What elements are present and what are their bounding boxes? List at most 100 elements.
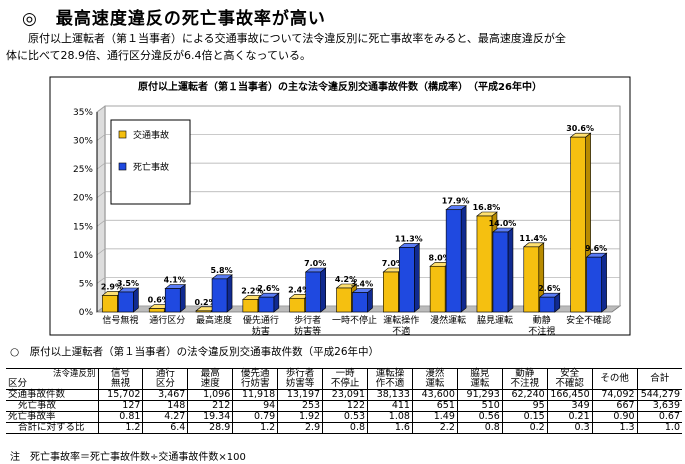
x-category-label: 妨害 [252, 325, 270, 337]
data-label: 4.1% [164, 276, 186, 285]
column-header-line: 合計 [650, 373, 670, 384]
chart-side-wall [96, 105, 106, 313]
y-tick-label: 0% [79, 308, 94, 318]
table-cell: 212 [187, 400, 233, 412]
y-tick-label: 30% [73, 137, 93, 147]
bar-死亡事故 [492, 231, 509, 313]
column-header-line: 優先通 [240, 368, 270, 379]
table-cell: 1.2 [97, 422, 143, 434]
column-header-line: 行妨害 [240, 378, 270, 389]
data-label: 17.9% [442, 197, 470, 206]
table-cell: 0.2 [501, 422, 548, 434]
bar-死亡事故 [118, 291, 134, 313]
bar-side [226, 274, 233, 313]
legend-swatch [118, 130, 127, 139]
data-label: 3.4% [351, 280, 373, 289]
data-label: 11.4% [519, 234, 547, 243]
gridline [96, 134, 620, 141]
table-header-row: 法令違反別 区分 信号 無視 通行 区分 最高 速度 優先通 行妨害 歩行者 妨害等 一時 不停止 運転… [6, 368, 682, 390]
y-tick-label: 15% [73, 222, 93, 232]
x-category-label: 脇見運転 [477, 315, 513, 326]
data-label: 2.6% [538, 284, 560, 293]
data-label: 4.2% [335, 275, 357, 284]
bar-交通事故 [336, 287, 352, 313]
table-cell: 667 [591, 400, 638, 412]
bar-死亡事故 [445, 209, 462, 313]
table-cell: 74,092 [591, 389, 638, 401]
table-cell: 1.2 [232, 422, 278, 434]
table-cell: 95 [501, 400, 548, 412]
table-row: 交通事故件数 15,702 3,467 1,096 11,918 13,197 23,091… [6, 389, 682, 401]
table-cell: 23,091 [322, 389, 368, 401]
table-cell: 510 [456, 400, 503, 412]
data-label: 8.0% [429, 253, 451, 262]
table-cell: 28.9 [187, 422, 233, 434]
data-label: 7.0% [304, 259, 326, 268]
table-cell: 0.90 [591, 411, 638, 423]
data-label: 7.0% [382, 259, 404, 268]
data-label: 14.0% [489, 219, 517, 228]
table-cell: 411 [367, 400, 413, 412]
column-header-line: 安全 [560, 368, 580, 379]
column-header-line: 作不適 [375, 378, 405, 389]
table-cell: 0.67 [636, 411, 682, 423]
x-category-label: 優先通行 [243, 314, 279, 326]
table-cell: 0.79 [232, 411, 278, 423]
table-row: 合計に対する比 1.2 6.4 28.9 1.2 2.9 0.8 1.6 2.2 0.8 0.2 0.… [6, 422, 682, 434]
data-label: 3.5% [117, 279, 139, 288]
table-cell: 0.21 [546, 411, 593, 423]
column-header: 信号 無視 [97, 368, 143, 390]
column-header: 歩行者 妨害等 [277, 368, 323, 390]
x-category-label: 動静 [533, 314, 551, 326]
table-cell: 11,918 [232, 389, 278, 401]
column-header-line: 最高 [200, 368, 220, 379]
bar-side [414, 242, 420, 313]
table-cell: 349 [546, 400, 593, 412]
x-category-label: 漫然運転 [430, 314, 466, 326]
data-label: 16.8% [473, 203, 501, 212]
x-category-label: 通行区分 [149, 314, 185, 326]
table-caption: ○ 原付以上運転者（第１当事者）の法令違反別交通事故件数（平成26年中） [10, 346, 380, 358]
column-header-line: 運転操 [375, 368, 405, 379]
table-cell: 253 [277, 400, 323, 412]
column-header: 脇見 運転 [456, 368, 503, 390]
column-header-line: 区分 [155, 378, 175, 389]
table-cell: 651 [411, 400, 458, 412]
bar-交通事故 [476, 215, 493, 313]
table-row: 死亡事故率 0.81 4.27 19.34 0.79 1.92 0.53 1.08 1.49 0.… [6, 411, 682, 423]
table-cell: 1.49 [411, 411, 458, 423]
bar-死亡事故 [399, 247, 415, 313]
table-cell: 0.8 [456, 422, 503, 434]
x-category-label: 不注視 [528, 325, 555, 337]
bar-死亡事故 [258, 296, 275, 313]
table-cell: 3,639 [636, 400, 682, 412]
x-category-label: 妨害等 [294, 325, 321, 337]
table-cell: 2.2 [411, 422, 458, 434]
table-cell: 15,702 [97, 389, 143, 401]
table-cell: 166,450 [546, 389, 593, 401]
column-header: 合計 [636, 368, 682, 390]
table-row: 死亡事故 127 148 212 94 253 122 411 651 510 95 349 667 3,… [6, 400, 682, 412]
corner-bottom-label: 区分 [8, 378, 28, 389]
intro-line-1: 原付以上運転者（第１当事者）による交通事故について法令違反別に死亡事故率をみると… [28, 32, 566, 45]
footnote: 注 死亡事故率＝死亡事故件数÷交通事故件数×100 [10, 452, 246, 463]
column-header-line: 通行 [155, 368, 175, 379]
column-header: 一時 不停止 [322, 368, 368, 390]
table-cell: 544,279 [636, 389, 682, 401]
table-cell: 43,600 [411, 389, 458, 401]
row-label: 交通事故件数 [8, 389, 66, 400]
table-cell: 6.4 [142, 422, 188, 434]
column-header-line: 不停止 [330, 378, 360, 389]
column-header-line: 不注視 [510, 378, 540, 389]
x-category-label: 歩行者 [294, 314, 321, 326]
column-header-line: 脇見 [470, 368, 490, 379]
bar-交通事故 [429, 265, 446, 313]
column-header-line: その他 [600, 373, 629, 384]
x-category-label: 最高速度 [196, 314, 232, 326]
column-header-line: 信号 [110, 368, 130, 379]
bar-死亡事故 [164, 288, 181, 313]
page-heading: ◎ 最高速度違反の死亡事故率が高い [22, 9, 326, 29]
table-cell: 0.3 [546, 422, 593, 434]
column-header: 最高 速度 [187, 368, 233, 390]
data-label: 2.9% [101, 282, 123, 291]
